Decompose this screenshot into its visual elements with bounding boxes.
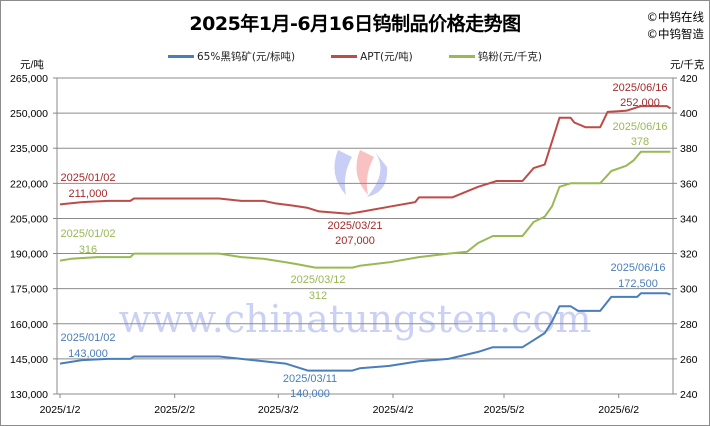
x-tick-label: 2025/5/2: [484, 404, 525, 416]
right-tick-label: 420: [680, 73, 698, 85]
annotation-date: 2025/06/16: [610, 262, 665, 274]
watermark-text: www.chinatungsten.com: [119, 297, 592, 341]
legend-swatch: [331, 55, 358, 58]
watermark-logo: [356, 150, 374, 195]
left-tick-label: 265,000: [10, 73, 48, 85]
watermark-logo: [334, 150, 352, 195]
x-tick-label: 2025/1/2: [40, 404, 81, 416]
legend-label: APT(元/吨): [360, 51, 413, 63]
legend-swatch: [168, 55, 194, 58]
legend: 65%黑钨矿(元/标吨) APT(元/吨) 钨粉(元/千克): [0, 49, 710, 64]
annotation-date: 2025/03/21: [327, 220, 382, 232]
annotation-value: 211,000: [69, 188, 108, 200]
watermark-logo: [367, 152, 388, 197]
annotation-date: 2025/03/11: [283, 373, 337, 385]
left-tick-label: 145,000: [10, 354, 48, 366]
left-tick-label: 190,000: [10, 249, 48, 261]
brand-1: ©中钨在线: [646, 10, 705, 24]
brand-marks: ©中钨在线 ©中钨智造: [647, 9, 705, 43]
right-tick-label: 280: [680, 319, 698, 331]
annotation-date: 2025/01/02: [60, 228, 115, 240]
annotation-date: 2025/06/16: [612, 121, 667, 133]
right-tick-label: 320: [680, 249, 698, 261]
left-tick-label: 160,000: [10, 319, 48, 331]
right-axis-unit: 元/千克: [670, 59, 705, 71]
series-line-1: [59, 105, 672, 215]
left-tick-label: 250,000: [10, 108, 48, 120]
x-tick-label: 2025/4/2: [373, 404, 414, 416]
series-line-0: [59, 292, 671, 372]
right-tick-label: 260: [680, 354, 698, 366]
annotation-value: 207,000: [335, 235, 375, 247]
right-tick-label: 300: [680, 284, 698, 296]
left-axis-unit: 元/吨: [20, 58, 44, 71]
right-tick-label: 380: [680, 143, 698, 155]
annotation-value: 378: [631, 136, 649, 148]
legend-label: 65%黑钨矿(元/标吨): [197, 51, 296, 63]
annotation-date: 2025/03/12: [290, 274, 345, 286]
left-tick-label: 205,000: [10, 213, 48, 225]
annotation-date: 2025/06/16: [612, 82, 667, 94]
annotation-value: 172,500: [618, 278, 658, 290]
left-tick-label: 175,000: [10, 284, 48, 296]
right-tick-label: 360: [680, 178, 698, 190]
right-tick-label: 240: [680, 389, 698, 401]
annotation-date: 2025/01/02: [60, 332, 115, 344]
right-tick-label: 340: [680, 213, 698, 225]
legend-item-apt: APT(元/吨): [331, 49, 413, 64]
annotation-value: 312: [309, 290, 327, 302]
series-line-2: [59, 150, 671, 269]
annotation-value: 143,000: [68, 348, 108, 360]
chart-title: 2025年1月-6月16日钨制品价格走势图: [189, 13, 521, 35]
left-tick-label: 130,000: [10, 389, 48, 401]
left-tick-label: 235,000: [10, 143, 48, 155]
left-tick-label: 220,000: [10, 178, 48, 190]
x-tick-label: 2025/6/2: [598, 404, 639, 416]
annotation-date: 2025/01/02: [60, 172, 115, 184]
legend-item-powder: 钨粉(元/千克): [448, 49, 542, 64]
legend-item-ore: 65%黑钨矿(元/标吨): [168, 49, 295, 64]
annotation-value: 140,000: [290, 388, 330, 400]
x-tick-label: 2025/3/2: [258, 404, 299, 416]
x-tick-label: 2025/2/2: [154, 404, 195, 416]
annotation-value: 316: [79, 244, 97, 256]
legend-swatch: [448, 55, 475, 58]
annotation-value: 252,000: [620, 97, 660, 109]
legend-label: 钨粉(元/千克): [477, 51, 542, 63]
brand-2: ©中钨智造: [646, 27, 705, 41]
right-tick-label: 400: [680, 108, 698, 120]
